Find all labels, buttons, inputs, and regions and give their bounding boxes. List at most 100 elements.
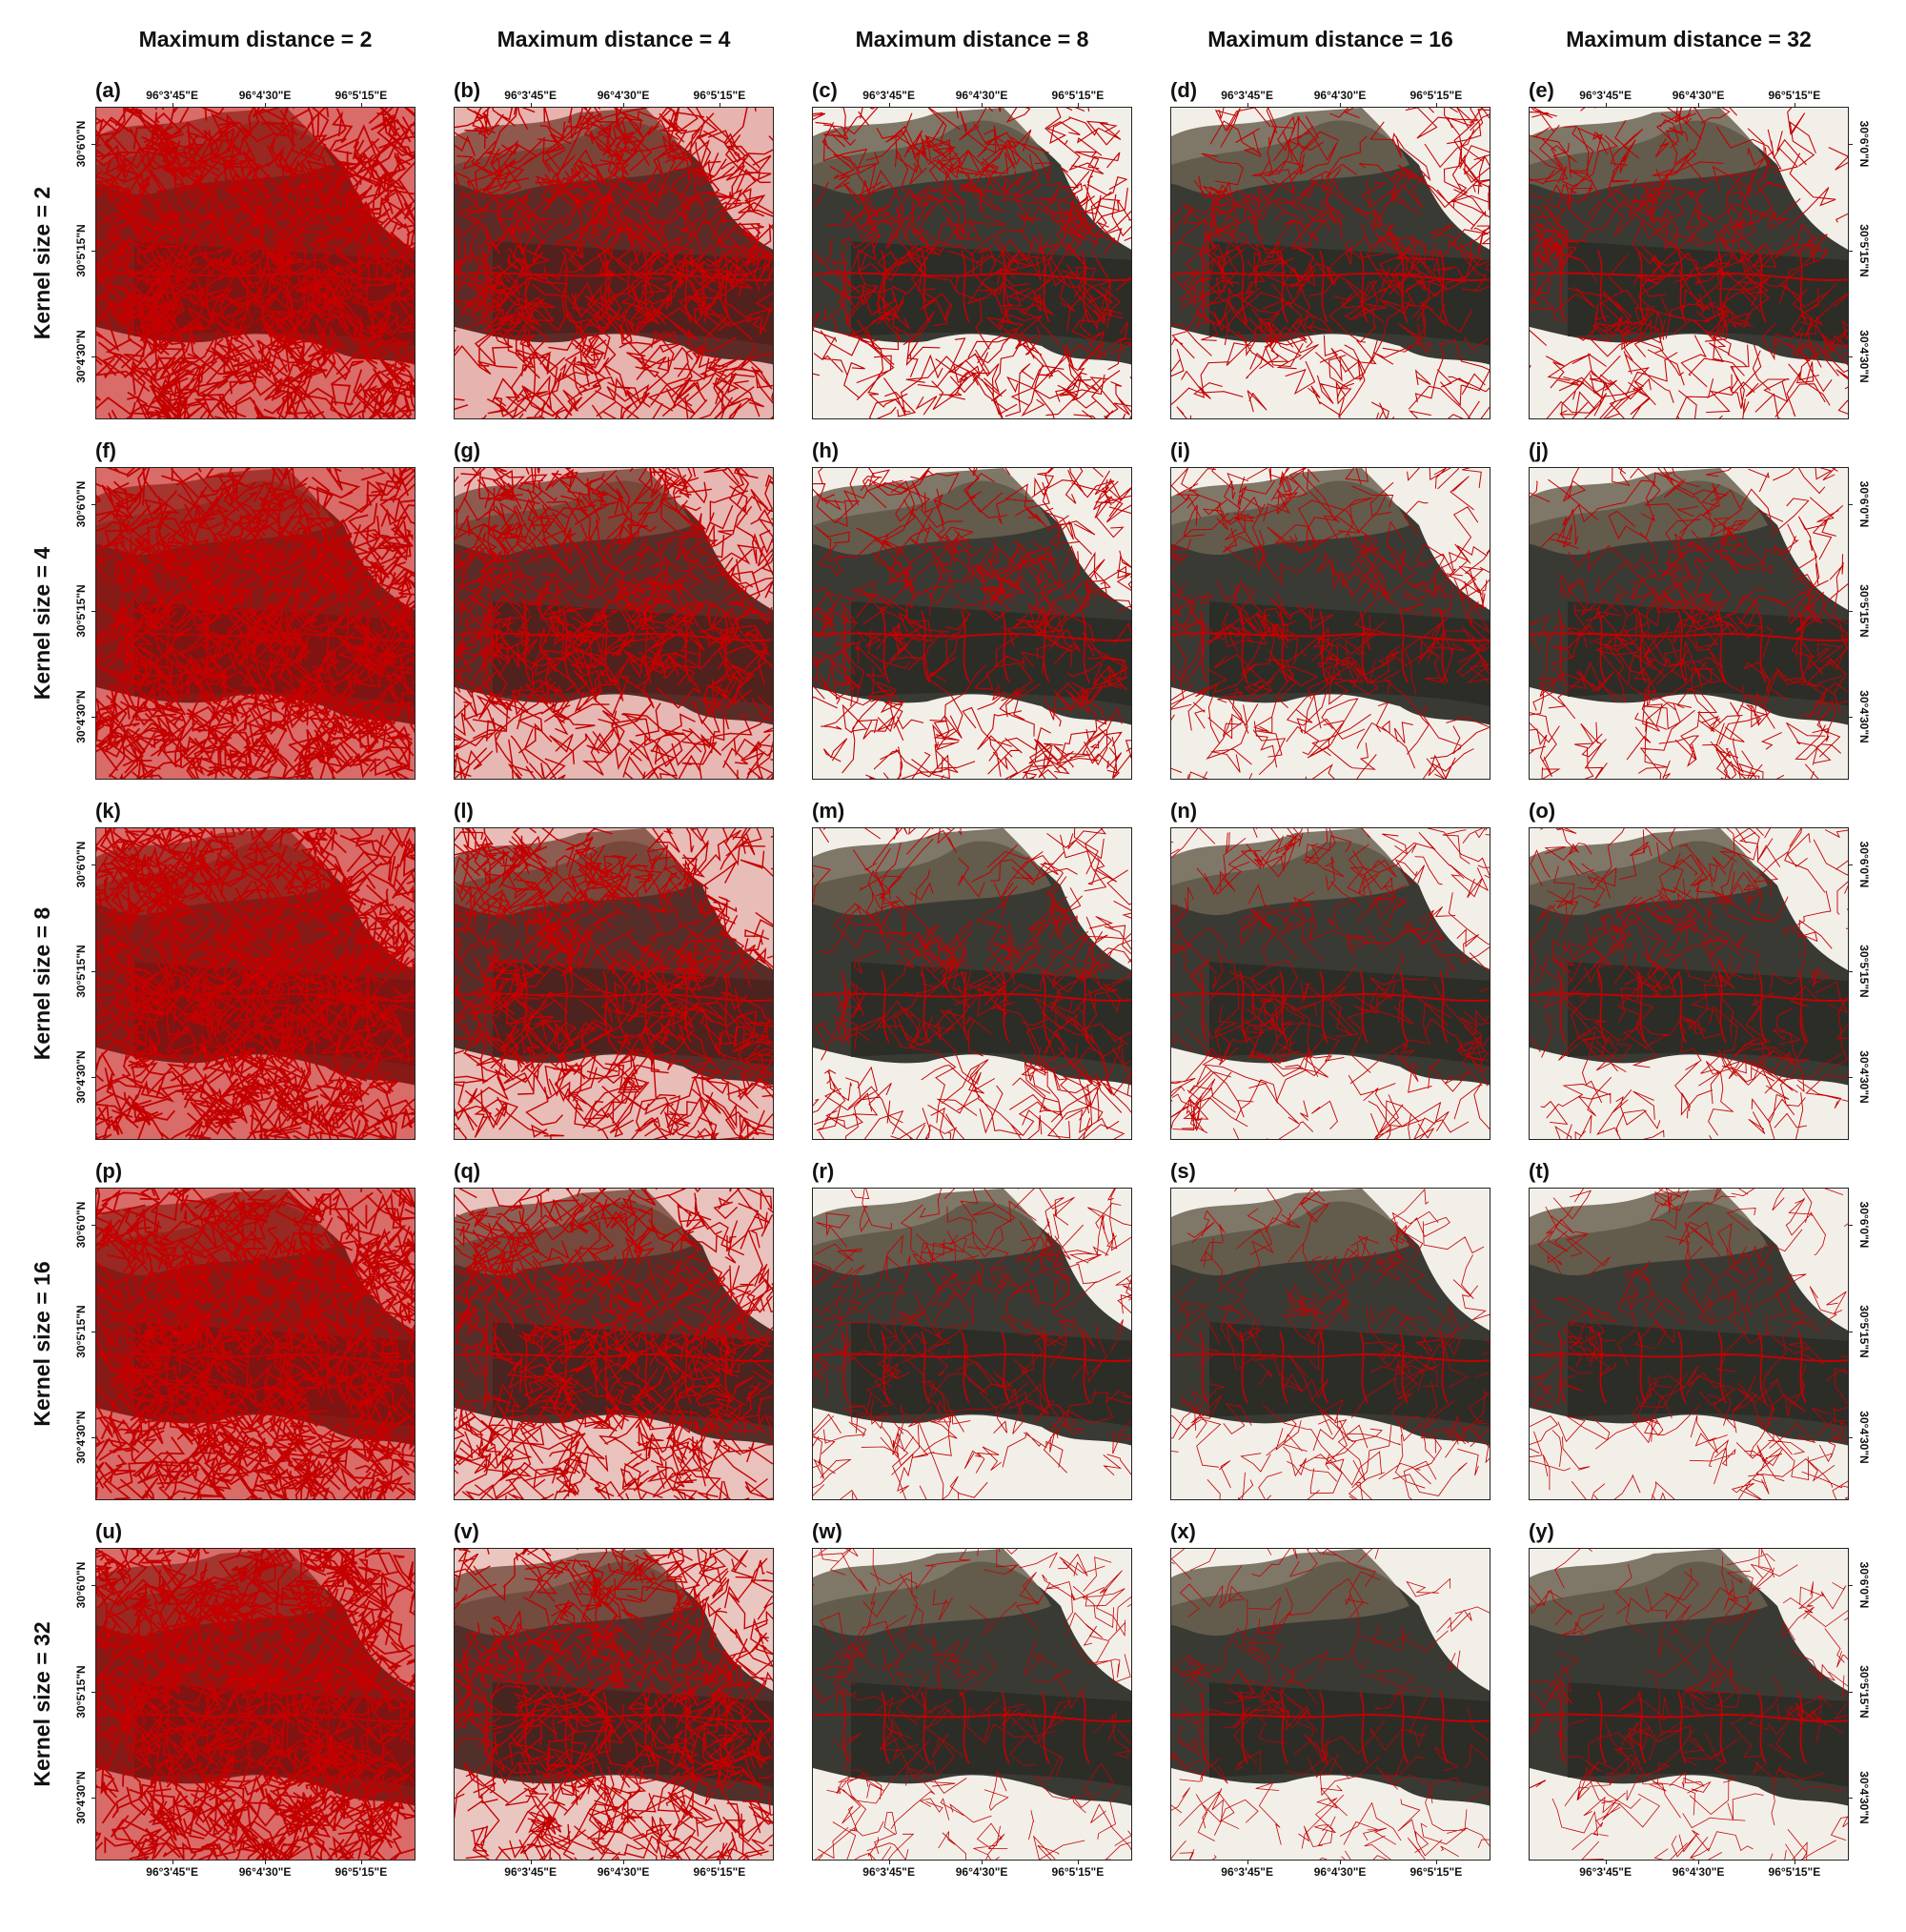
- segmentation-map: [96, 1189, 415, 1499]
- latitude-tick-label: 30°4'30"N: [74, 1411, 88, 1465]
- tick-mark: [172, 1861, 173, 1864]
- panel-label: (c): [812, 78, 838, 102]
- panel-label: (t): [1529, 1159, 1550, 1183]
- tick-mark: [265, 103, 267, 107]
- tick-mark: [91, 356, 95, 358]
- tick-mark: [1605, 103, 1607, 107]
- tick-mark: [91, 1691, 95, 1693]
- longitude-tick-label: 96°4'30"E: [955, 89, 1008, 102]
- panel-label: (b): [454, 78, 481, 102]
- tick-mark: [530, 1861, 532, 1864]
- panel-label: (i): [1170, 438, 1190, 462]
- tick-mark: [623, 103, 625, 107]
- tick-mark: [1849, 356, 1853, 358]
- row-header: Kernel size = 8: [30, 906, 54, 1061]
- column-header: Maximum distance = 8: [855, 27, 1089, 51]
- map-panel: [1529, 1548, 1849, 1861]
- map-panel: [1170, 467, 1490, 780]
- latitude-tick-label: 30°4'30"N: [1857, 690, 1871, 744]
- segmentation-map: [1530, 108, 1848, 418]
- latitude-tick-label: 30°6'0"N: [74, 1202, 88, 1249]
- tick-mark: [1849, 864, 1853, 866]
- tick-mark: [91, 144, 95, 146]
- column-header: Maximum distance = 32: [1566, 27, 1812, 51]
- longitude-tick-label: 96°4'30"E: [1313, 89, 1367, 102]
- longitude-tick-label: 96°3'45"E: [504, 1865, 557, 1879]
- map-panel: [454, 107, 774, 419]
- panel-label: (j): [1529, 438, 1549, 462]
- latitude-tick-label: 30°6'0"N: [74, 121, 88, 168]
- longitude-tick-label: 96°4'30"E: [955, 1865, 1008, 1879]
- longitude-tick-label: 96°5'15"E: [1051, 89, 1105, 102]
- tick-mark: [623, 1861, 625, 1864]
- latitude-tick-label: 30°6'0"N: [1857, 1562, 1871, 1609]
- longitude-tick-label: 96°4'30"E: [1672, 89, 1725, 102]
- latitude-tick-label: 30°6'0"N: [74, 481, 88, 528]
- longitude-tick-label: 96°5'15"E: [693, 89, 746, 102]
- latitude-tick-label: 30°4'30"N: [74, 1050, 88, 1105]
- map-panel: [95, 827, 416, 1140]
- tick-mark: [1849, 717, 1853, 719]
- latitude-tick-label: 30°4'30"N: [74, 330, 88, 384]
- latitude-tick-label: 30°5'15"N: [1857, 1665, 1871, 1718]
- tick-mark: [91, 610, 95, 612]
- panel-label: (l): [454, 799, 474, 823]
- latitude-tick-label: 30°5'15"N: [1857, 945, 1871, 998]
- tick-mark: [91, 1437, 95, 1439]
- map-panel: [95, 467, 416, 780]
- tick-mark: [1794, 1861, 1795, 1864]
- map-panel: [1529, 107, 1849, 419]
- tick-mark: [1605, 1861, 1607, 1864]
- tick-mark: [360, 1861, 362, 1864]
- segmentation-map: [96, 468, 415, 779]
- longitude-tick-label: 96°3'45"E: [1579, 1865, 1632, 1879]
- longitude-tick-label: 96°4'30"E: [238, 89, 292, 102]
- segmentation-map: [455, 108, 773, 418]
- map-panel: [812, 827, 1132, 1140]
- map-panel: [812, 107, 1132, 419]
- tick-mark: [1849, 1798, 1853, 1800]
- segmentation-map: [455, 1189, 773, 1499]
- longitude-tick-label: 96°3'45"E: [504, 89, 557, 102]
- map-panel: [1529, 467, 1849, 780]
- latitude-tick-label: 30°5'15"N: [74, 1305, 88, 1358]
- segmentation-map: [455, 468, 773, 779]
- panel-label: (n): [1170, 799, 1198, 823]
- longitude-tick-label: 96°4'30"E: [597, 1865, 650, 1879]
- map-panel: [1170, 827, 1490, 1140]
- panel-label: (q): [454, 1159, 481, 1183]
- map-panel: [1170, 107, 1490, 419]
- map-panel: [95, 1548, 416, 1861]
- map-panel: [95, 107, 416, 419]
- longitude-tick-label: 96°3'45"E: [862, 89, 915, 102]
- latitude-tick-label: 30°6'0"N: [1857, 842, 1871, 888]
- tick-mark: [888, 1861, 890, 1864]
- latitude-tick-label: 30°5'15"N: [74, 584, 88, 638]
- segmentation-map: [1530, 1189, 1848, 1499]
- longitude-tick-label: 96°5'15"E: [1409, 1865, 1463, 1879]
- segmentation-map: [1171, 108, 1490, 418]
- map-panel: [812, 1548, 1132, 1861]
- latitude-tick-label: 30°5'15"N: [74, 945, 88, 998]
- tick-mark: [91, 1798, 95, 1800]
- segmentation-map: [455, 1549, 773, 1860]
- row-header: Kernel size = 16: [30, 1261, 54, 1427]
- tick-mark: [530, 103, 532, 107]
- longitude-tick-label: 96°3'45"E: [1579, 89, 1632, 102]
- panel-label: (m): [812, 799, 845, 823]
- panel-label: (r): [812, 1159, 835, 1183]
- segmentation-map: [1171, 1549, 1490, 1860]
- tick-mark: [1698, 1861, 1700, 1864]
- row-header: Kernel size = 2: [30, 186, 54, 340]
- segmentation-map: [96, 828, 415, 1139]
- tick-mark: [91, 1077, 95, 1079]
- longitude-tick-label: 96°3'45"E: [146, 89, 198, 102]
- tick-mark: [1247, 1861, 1248, 1864]
- tick-mark: [91, 504, 95, 506]
- segmentation-map: [96, 1549, 415, 1860]
- tick-mark: [1077, 1861, 1079, 1864]
- tick-mark: [1077, 103, 1079, 107]
- tick-mark: [172, 103, 173, 107]
- panel-label: (d): [1170, 78, 1198, 102]
- latitude-tick-label: 30°5'15"N: [74, 224, 88, 277]
